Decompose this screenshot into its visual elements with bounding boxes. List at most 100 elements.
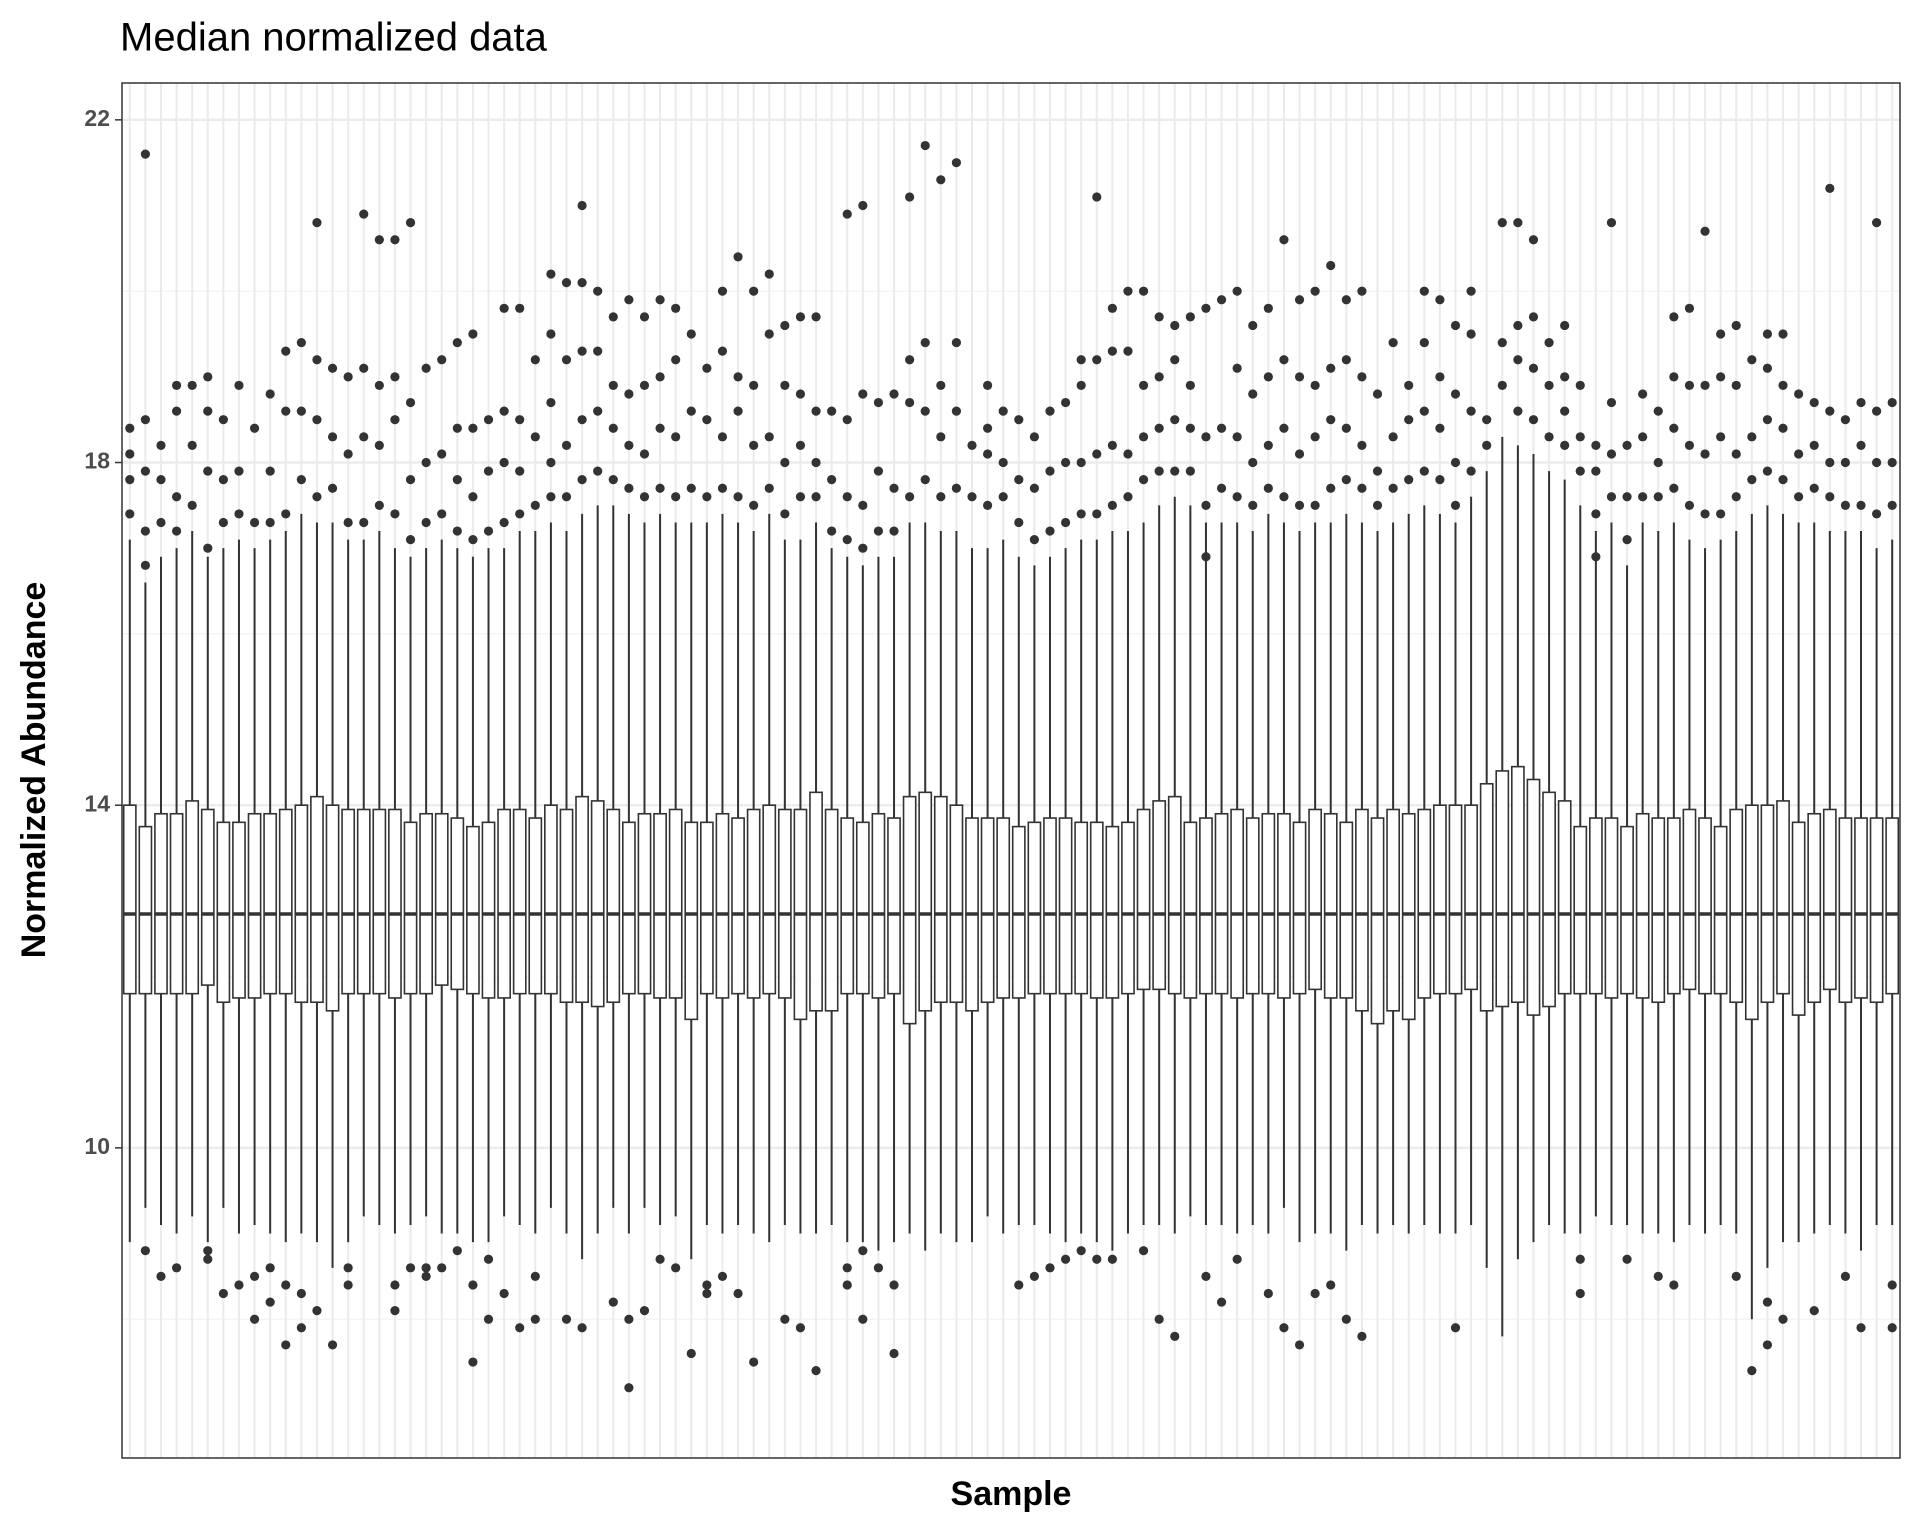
outlier <box>249 423 260 433</box>
outlier <box>1045 406 1055 416</box>
outlier <box>717 432 728 442</box>
outlier <box>593 346 603 356</box>
outlier <box>530 355 540 365</box>
outlier <box>312 218 322 228</box>
outlier <box>1482 440 1492 450</box>
outlier <box>140 466 150 476</box>
outlier <box>1357 372 1367 382</box>
outlier <box>795 389 806 399</box>
outlier <box>1372 466 1383 476</box>
outlier <box>1294 449 1305 459</box>
outlier <box>1544 432 1554 442</box>
outlier <box>780 457 790 468</box>
outlier <box>593 286 603 296</box>
box <box>1277 812 1291 999</box>
outlier <box>1248 500 1258 510</box>
outlier <box>1575 432 1585 442</box>
outlier <box>452 526 462 536</box>
outlier <box>1107 1254 1117 1264</box>
outlier <box>437 1263 447 1273</box>
outlier <box>249 1314 260 1324</box>
outlier <box>1154 423 1164 433</box>
outlier <box>671 1263 681 1273</box>
box <box>497 808 511 999</box>
outlier <box>187 380 197 391</box>
outlier <box>296 475 306 485</box>
outlier <box>686 329 696 339</box>
outlier <box>1170 415 1180 425</box>
outlier <box>1840 457 1851 468</box>
box <box>185 800 200 995</box>
outlier <box>1513 320 1523 331</box>
outlier <box>1653 1271 1663 1281</box>
outlier <box>1404 475 1414 485</box>
box <box>871 812 886 999</box>
box <box>138 825 153 995</box>
box <box>1433 804 1447 995</box>
plot-area <box>122 140 1900 1393</box>
outlier <box>437 355 447 365</box>
outlier <box>1700 509 1710 519</box>
outlier <box>1716 372 1726 382</box>
outlier <box>530 432 540 442</box>
outlier <box>390 372 400 382</box>
chart-title: Median normalized data <box>120 16 548 60</box>
outlier <box>1123 286 1133 296</box>
box <box>1542 791 1556 1008</box>
outlier <box>515 415 525 425</box>
outlier <box>1185 380 1195 391</box>
outlier <box>655 372 665 382</box>
box <box>1152 800 1167 991</box>
box <box>684 821 699 1021</box>
outlier <box>1450 457 1461 468</box>
outlier <box>858 1246 868 1256</box>
outlier <box>983 500 993 510</box>
outlier <box>296 406 306 416</box>
box <box>1136 808 1151 991</box>
outlier <box>1669 312 1679 322</box>
outlier <box>967 440 977 450</box>
outlier <box>234 509 244 519</box>
box <box>1729 808 1744 1004</box>
outlier <box>1669 483 1679 493</box>
outlier <box>1840 500 1851 510</box>
outlier <box>171 406 182 416</box>
box <box>1495 770 1510 1008</box>
plot-border <box>121 82 1901 1459</box>
outlier <box>1762 329 1773 339</box>
outlier <box>593 406 603 416</box>
outlier <box>171 380 182 391</box>
outlier <box>452 475 462 485</box>
box <box>1027 821 1042 995</box>
box <box>887 817 901 995</box>
outlier <box>1825 492 1835 502</box>
outlier <box>1887 500 1897 510</box>
outlier <box>1466 466 1476 476</box>
outlier <box>655 423 665 433</box>
outlier <box>249 1271 260 1281</box>
outlier <box>1825 457 1835 468</box>
outlier <box>1606 397 1617 408</box>
outlier <box>1872 218 1882 228</box>
box <box>1464 804 1478 991</box>
box <box>388 808 402 999</box>
outlier <box>452 1246 462 1256</box>
outlier <box>1575 466 1585 476</box>
outlier <box>624 1383 634 1393</box>
outlier <box>1700 380 1710 391</box>
outlier <box>234 466 244 476</box>
outlier <box>1060 517 1071 528</box>
outlier <box>1092 509 1102 519</box>
outlier <box>686 483 696 493</box>
outlier <box>920 140 930 151</box>
outlier <box>1887 457 1897 468</box>
outlier <box>140 149 150 159</box>
outlier <box>639 312 650 322</box>
outlier <box>312 1306 322 1316</box>
box <box>1417 808 1432 999</box>
outlier <box>780 509 790 519</box>
outlier <box>187 500 197 510</box>
box <box>699 821 714 995</box>
outlier <box>577 200 587 211</box>
